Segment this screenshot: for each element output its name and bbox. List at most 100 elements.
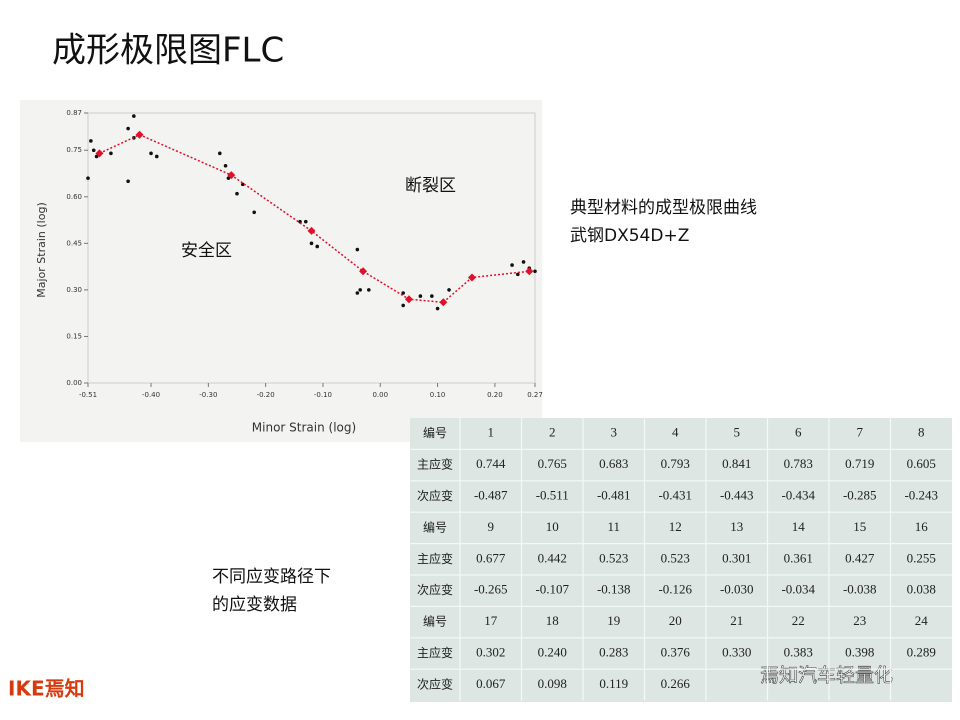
scatter-point xyxy=(126,126,130,131)
table-cell: 15 xyxy=(853,519,866,534)
note-line: 典型材料的成型极限曲线 xyxy=(570,198,757,218)
table-cell: 0.283 xyxy=(599,644,628,659)
row-header: 编号 xyxy=(423,425,447,440)
scatter-point xyxy=(89,139,93,143)
table-cell: 0.427 xyxy=(845,550,875,565)
x-tick-label: -0.10 xyxy=(314,391,332,399)
table-cell: 0.067 xyxy=(476,676,506,691)
table-cell: 0.038 xyxy=(907,582,936,597)
table-cell: -0.511 xyxy=(536,487,569,502)
table-cell: 1 xyxy=(488,425,495,440)
table-cell: 18 xyxy=(546,613,559,628)
y-tick-label: 0.75 xyxy=(66,146,82,154)
scatter-point xyxy=(401,303,405,308)
note-line: 的应变数据 xyxy=(212,595,297,615)
table-cell: 21 xyxy=(730,613,743,628)
table-cell: 7 xyxy=(857,425,864,440)
slide-title: 成形极限图FLC xyxy=(52,31,284,71)
scatter-point xyxy=(132,114,136,118)
table-photo xyxy=(410,418,952,702)
table-cell: 3 xyxy=(611,425,618,440)
flc-point xyxy=(439,298,448,307)
scatter-point xyxy=(355,291,360,295)
x-tick-label: -0.40 xyxy=(142,391,160,399)
watermark: 焉知汽车轻量化 xyxy=(760,665,893,687)
x-tick-label: 0.10 xyxy=(430,391,446,399)
table-cell: 5 xyxy=(734,425,741,440)
table-cell: 0.841 xyxy=(722,456,751,471)
table-cell: -0.243 xyxy=(904,487,938,502)
table-cell: 0.302 xyxy=(476,644,505,659)
table-cell: 0.677 xyxy=(476,550,506,565)
table-cell: 19 xyxy=(607,613,620,628)
table-cell: 14 xyxy=(792,519,806,534)
chart-photo xyxy=(20,100,542,442)
table-cell: 12 xyxy=(669,519,682,534)
scatter-point xyxy=(447,288,451,292)
scatter-point xyxy=(533,269,537,274)
table-cell: 0.683 xyxy=(599,456,628,471)
table-cell: 0.361 xyxy=(784,550,813,565)
table-cell: 20 xyxy=(669,613,682,628)
table-cell: 0.398 xyxy=(845,644,874,659)
table-cell: -0.138 xyxy=(597,582,631,597)
scatter-point xyxy=(149,151,153,156)
table-cell: -0.285 xyxy=(843,487,877,502)
scatter-point xyxy=(109,151,113,156)
scatter-point xyxy=(154,154,159,159)
x-tick-label: 0.27 xyxy=(527,391,543,399)
table-cell: 0.719 xyxy=(845,456,874,471)
table-cell: 6 xyxy=(795,425,802,440)
scatter-point xyxy=(516,272,520,277)
x-axis-title: Minor Strain (log) xyxy=(252,421,356,435)
scatter-point xyxy=(358,288,363,292)
row-header: 主应变 xyxy=(417,645,453,660)
row-header: 主应变 xyxy=(417,551,453,566)
flc-point xyxy=(227,171,236,180)
table-cell: 0.301 xyxy=(722,550,751,565)
table-cell: 0.442 xyxy=(538,550,567,565)
table-cell: 0.289 xyxy=(907,644,936,659)
row-header: 编号 xyxy=(423,519,447,534)
note-line: 武钢DX54D+Z xyxy=(570,226,689,246)
scatter-point xyxy=(435,306,440,311)
scatter-point xyxy=(309,241,314,246)
scatter-point xyxy=(226,176,231,180)
plot-frame xyxy=(87,112,536,384)
table-cell: 0.098 xyxy=(538,676,567,691)
scatter-point xyxy=(510,263,514,267)
scatter-point xyxy=(303,219,308,224)
row-header: 编号 xyxy=(423,614,447,629)
table-cell: 0.240 xyxy=(538,644,567,659)
scatter-point xyxy=(240,182,245,187)
scatter-point xyxy=(430,294,434,298)
y-tick-label: 0.30 xyxy=(66,286,82,294)
y-axis-title: Major Strain (log) xyxy=(35,202,48,297)
annotation: 断裂区 xyxy=(405,176,456,196)
table-cell: -0.443 xyxy=(720,487,754,502)
scatter-point xyxy=(401,291,405,295)
table-cell: 17 xyxy=(484,613,498,628)
scatter-point xyxy=(94,154,99,159)
table-cell: 0.523 xyxy=(599,550,628,565)
table-cell: 10 xyxy=(546,519,559,534)
scatter-point xyxy=(223,163,228,168)
row-header: 次应变 xyxy=(417,676,453,691)
table-cell: 0.330 xyxy=(722,644,751,659)
scatter-point xyxy=(235,191,239,196)
x-tick-label: 0.20 xyxy=(487,391,503,399)
table-cell: 2 xyxy=(549,425,556,440)
scatter-point xyxy=(252,210,256,215)
scatter-point xyxy=(367,288,371,292)
table-cell: 22 xyxy=(792,613,805,628)
table-cell: 0.793 xyxy=(661,456,690,471)
table-cell: -0.030 xyxy=(720,582,754,597)
table-cell: 4 xyxy=(672,425,679,440)
y-tick-label: 0.45 xyxy=(66,239,82,247)
table-cell: 24 xyxy=(915,613,929,628)
scatter-point xyxy=(86,176,90,180)
table-cell: -0.431 xyxy=(658,487,692,502)
table-cell: 8 xyxy=(918,425,925,440)
